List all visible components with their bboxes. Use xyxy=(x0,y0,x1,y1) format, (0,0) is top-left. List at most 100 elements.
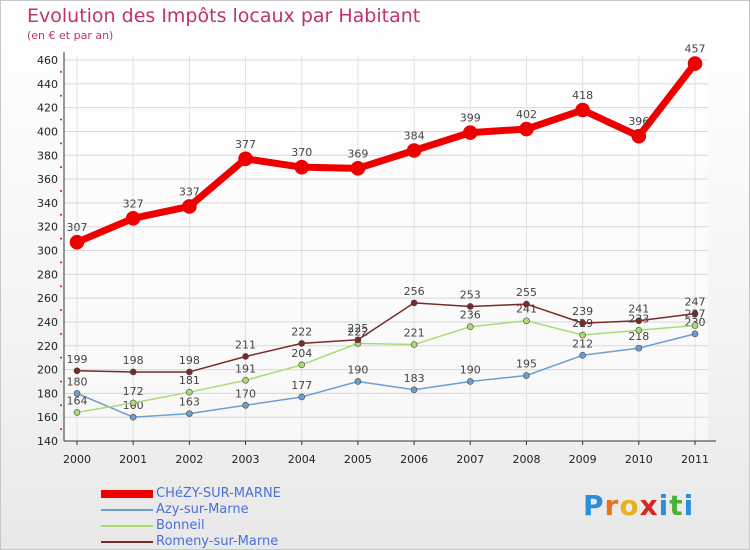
data-label: 399 xyxy=(460,112,481,125)
plot-background xyxy=(64,56,708,441)
data-label: 418 xyxy=(572,89,593,102)
data-label: 204 xyxy=(291,347,312,360)
chart-title: Evolution des Impôts locaux par Habitant xyxy=(27,5,421,27)
y-minor-tick xyxy=(60,356,62,359)
y-minor-tick xyxy=(60,404,62,407)
legend-swatch xyxy=(101,490,153,498)
data-point xyxy=(73,409,81,416)
data-label: 457 xyxy=(685,43,706,56)
y-minor-tick xyxy=(60,380,62,383)
data-point xyxy=(635,326,643,334)
y-minor-tick xyxy=(60,166,62,169)
data-point xyxy=(466,323,474,331)
y-minor-tick xyxy=(60,428,62,431)
x-tick-label: 2007 xyxy=(456,453,484,466)
data-point xyxy=(523,372,530,379)
y-minor-tick xyxy=(60,261,62,264)
data-label: 199 xyxy=(67,353,88,366)
data-label: 256 xyxy=(404,285,425,298)
data-label: 183 xyxy=(404,372,425,385)
x-tick-label: 2001 xyxy=(119,453,147,466)
data-label: 198 xyxy=(123,354,144,367)
legend-swatch xyxy=(101,525,153,527)
data-label: 164 xyxy=(67,394,88,407)
data-point xyxy=(129,399,137,407)
data-point xyxy=(410,386,418,394)
data-label: 225 xyxy=(347,322,368,335)
data-label: 211 xyxy=(235,338,256,351)
data-point xyxy=(635,317,643,325)
brand-logo: Proxiti xyxy=(583,489,694,522)
data-label: 253 xyxy=(460,288,481,301)
y-minor-tick xyxy=(60,118,62,121)
y-tick-label: 180 xyxy=(37,387,58,400)
data-label: 370 xyxy=(291,146,312,159)
data-point xyxy=(466,303,474,310)
y-minor-tick xyxy=(60,285,62,288)
y-minor-tick xyxy=(60,309,62,312)
series-line xyxy=(76,333,696,418)
series-line xyxy=(76,319,696,414)
legend-label: Romeny-sur-Marne xyxy=(156,534,279,549)
y-minor-tick xyxy=(60,332,62,335)
data-label: 172 xyxy=(123,385,144,398)
data-point xyxy=(73,390,81,397)
y-minor-tick xyxy=(60,142,62,145)
data-point xyxy=(410,299,418,307)
data-label: 191 xyxy=(235,362,256,375)
data-label: 177 xyxy=(291,379,312,392)
data-label: 396 xyxy=(628,115,649,128)
data-point xyxy=(242,353,249,360)
data-label: 369 xyxy=(347,147,368,160)
data-point xyxy=(125,211,141,226)
y-tick-label: 420 xyxy=(37,102,58,115)
data-point xyxy=(182,199,197,214)
y-tick-label: 320 xyxy=(37,221,58,234)
y-tick-label: 280 xyxy=(37,268,58,281)
data-label: 212 xyxy=(572,337,593,350)
y-tick-label: 200 xyxy=(37,364,58,377)
y-tick-label: 360 xyxy=(37,173,58,186)
series-line xyxy=(76,302,696,373)
data-label: 402 xyxy=(516,108,537,121)
x-tick-label: 2010 xyxy=(625,453,653,466)
y-minor-tick xyxy=(60,237,62,240)
y-minor-tick xyxy=(60,213,62,216)
brand-letter: P xyxy=(583,489,605,522)
data-label: 327 xyxy=(123,197,144,210)
y-tick-label: 220 xyxy=(37,340,58,353)
brand-letter: i xyxy=(658,489,670,522)
y-tick-label: 260 xyxy=(37,292,58,305)
data-label: 221 xyxy=(404,327,425,340)
data-point xyxy=(691,310,699,317)
data-point xyxy=(354,378,362,385)
data-point xyxy=(294,159,310,175)
y-tick-label: 380 xyxy=(37,149,58,162)
legend-label: CHéZY-SUR-MARNE xyxy=(156,486,281,501)
data-point xyxy=(186,388,193,396)
legend-label: Azy-sur-Marne xyxy=(156,502,249,517)
y-tick-label: 400 xyxy=(37,125,58,138)
legend-swatch xyxy=(101,509,153,511)
data-point xyxy=(635,344,643,352)
brand-letter: r xyxy=(604,489,620,522)
data-point xyxy=(298,340,306,347)
data-label: 239 xyxy=(572,305,593,318)
data-label: 241 xyxy=(628,303,649,316)
data-label: 222 xyxy=(347,325,368,338)
data-point xyxy=(523,317,530,325)
y-tick-label: 300 xyxy=(37,245,58,258)
x-tick-label: 2002 xyxy=(175,453,203,466)
y-tick-label: 440 xyxy=(37,78,58,91)
brand-letter: x xyxy=(639,489,659,522)
data-point xyxy=(186,368,193,376)
y-tick-label: 460 xyxy=(37,54,58,67)
data-point xyxy=(354,336,362,344)
data-label: 236 xyxy=(460,309,481,322)
data-point xyxy=(298,361,306,369)
y-minor-tick xyxy=(60,70,62,73)
data-label: 337 xyxy=(179,185,200,198)
x-tick-label: 2008 xyxy=(512,453,540,466)
data-point xyxy=(238,151,253,167)
